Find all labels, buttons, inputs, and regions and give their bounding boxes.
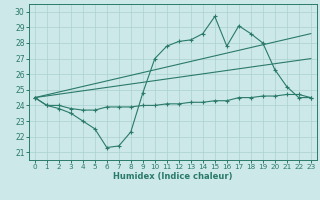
X-axis label: Humidex (Indice chaleur): Humidex (Indice chaleur) [113,172,233,181]
